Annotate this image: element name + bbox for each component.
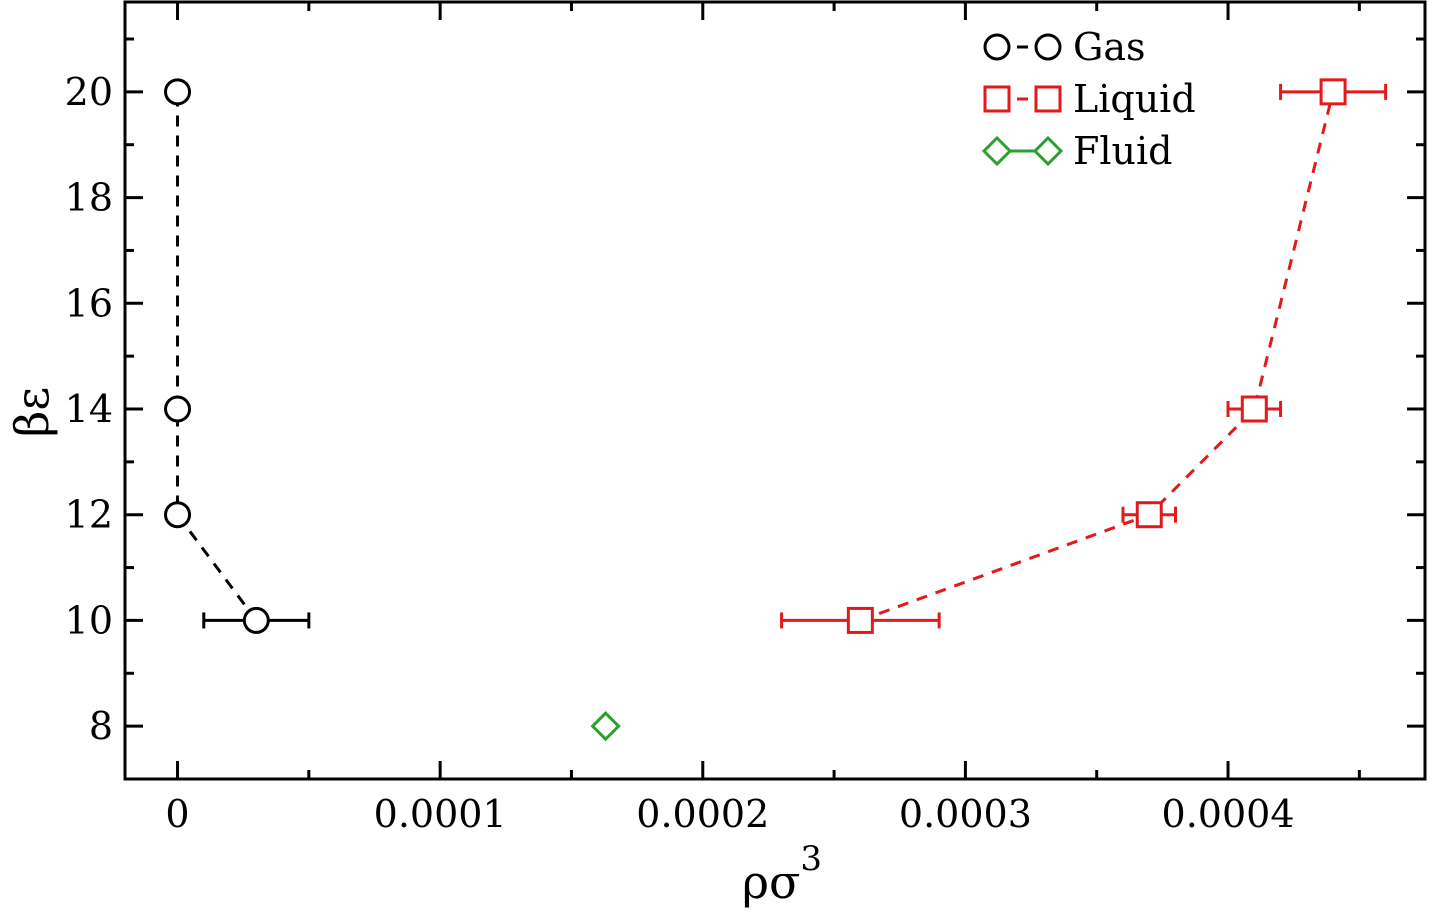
series-line [176,91,258,622]
x-axis-label: ρσ3 [742,839,822,909]
legend-marker [981,135,1013,167]
data-point [1319,78,1347,106]
y-tick-label: 20 [65,70,113,114]
y-tick-label: 10 [65,598,113,642]
plot-frame [123,0,1427,781]
series-line [859,91,1335,622]
legend-item-gas: Gas [983,25,1146,69]
legend: Gas Liquid Fluid [981,25,1196,173]
legend-item-liquid: Liquid [983,77,1196,121]
y-tick-label: 8 [89,704,113,748]
data-point [164,501,192,529]
legend-marker [1034,85,1062,113]
plot-border [123,0,1427,781]
legend-item-fluid: Fluid [981,129,1172,173]
x-tick-label: 0.0002 [636,792,769,836]
series-layer [164,78,1388,742]
series-fluid [590,711,621,742]
x-tick-label: 0 [165,792,189,836]
y-axis-label: βε [5,387,59,437]
series-gas [164,78,311,634]
x-axis: 0 0.0001 0.0002 0.0003 0.0004 [165,2,1361,836]
legend-marker [1032,135,1064,167]
data-point [164,78,192,106]
data-point [590,711,621,742]
x-tick-label: 0.0003 [899,792,1032,836]
y-axis: 8 10 12 14 16 18 20 [65,37,1425,748]
legend-marker [983,85,1011,113]
y-tick-label: 14 [65,387,113,431]
x-tick-label: 0.0001 [374,792,507,836]
data-point [846,606,874,634]
legend-marker [1034,33,1062,61]
x-tick-label: 0.0004 [1162,792,1295,836]
y-tick-label: 16 [65,281,113,325]
legend-marker [983,33,1011,61]
data-point [242,606,270,634]
legend-label: Liquid [1073,77,1196,121]
data-point [1135,501,1163,529]
x-axis-label-main: ρσ [742,855,800,909]
legend-label: Fluid [1073,129,1172,173]
y-tick-label: 18 [65,176,113,220]
x-axis-label-superscript: 3 [800,839,822,879]
data-point [164,395,192,423]
legend-label: Gas [1073,25,1146,69]
y-tick-label: 12 [65,493,113,537]
data-point [1240,395,1268,423]
series-liquid [780,78,1388,634]
